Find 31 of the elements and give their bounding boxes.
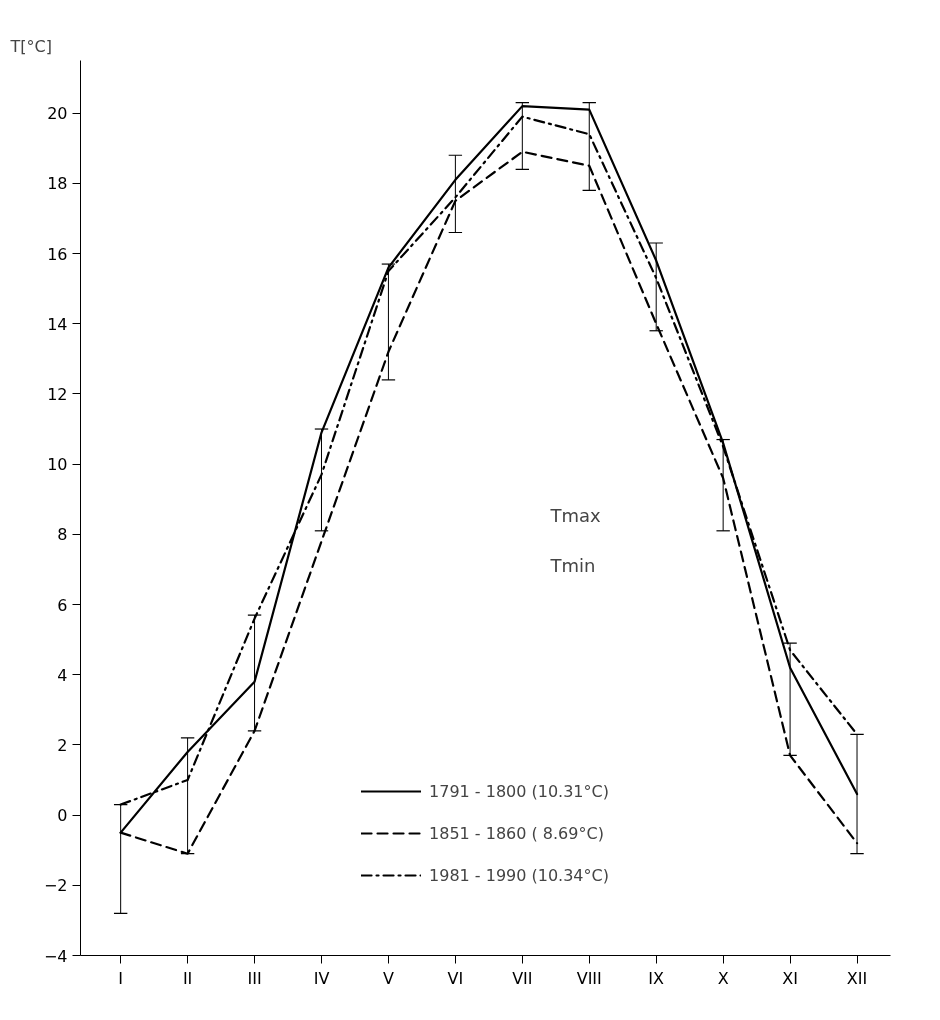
y-axis-title: T[°C]	[9, 36, 52, 56]
x-tick-label: XI	[782, 968, 798, 988]
y-tick-label: 0	[57, 806, 68, 826]
legend-label: 1791 - 1800 (10.31°C)	[429, 781, 609, 801]
x-tick-label: VII	[512, 968, 533, 988]
y-tick-label: 10	[47, 455, 68, 475]
y-tick-label: 18	[47, 174, 68, 194]
y-tick-label: 14	[47, 314, 68, 334]
x-tick-label: V	[382, 968, 394, 988]
y-tick-label: −4	[43, 946, 68, 966]
x-tick-label: XII	[846, 968, 868, 988]
x-tick-label: III	[247, 968, 262, 988]
y-tick-label: 20	[47, 104, 68, 124]
y-tick-label: 12	[47, 384, 68, 404]
annotation: Tmax	[549, 505, 602, 526]
x-tick-label: I	[118, 968, 124, 988]
x-tick-label: IX	[648, 968, 665, 988]
y-tick-label: 16	[47, 244, 68, 264]
y-tick-label: 6	[57, 595, 68, 615]
y-tick-label: 2	[57, 735, 68, 755]
annotation: Tmin	[549, 555, 596, 576]
x-tick-label: VIII	[576, 968, 602, 988]
x-tick-label: VI	[447, 968, 464, 988]
y-tick-label: 4	[57, 665, 68, 685]
y-tick-label: −2	[43, 876, 68, 896]
y-tick-label: 8	[57, 525, 68, 545]
x-tick-label: X	[717, 968, 729, 988]
legend-label: 1851 - 1860 ( 8.69°C)	[429, 823, 604, 843]
x-tick-label: IV	[313, 968, 330, 988]
legend-label: 1981 - 1990 (10.34°C)	[429, 865, 609, 885]
x-tick-label: II	[182, 968, 193, 988]
